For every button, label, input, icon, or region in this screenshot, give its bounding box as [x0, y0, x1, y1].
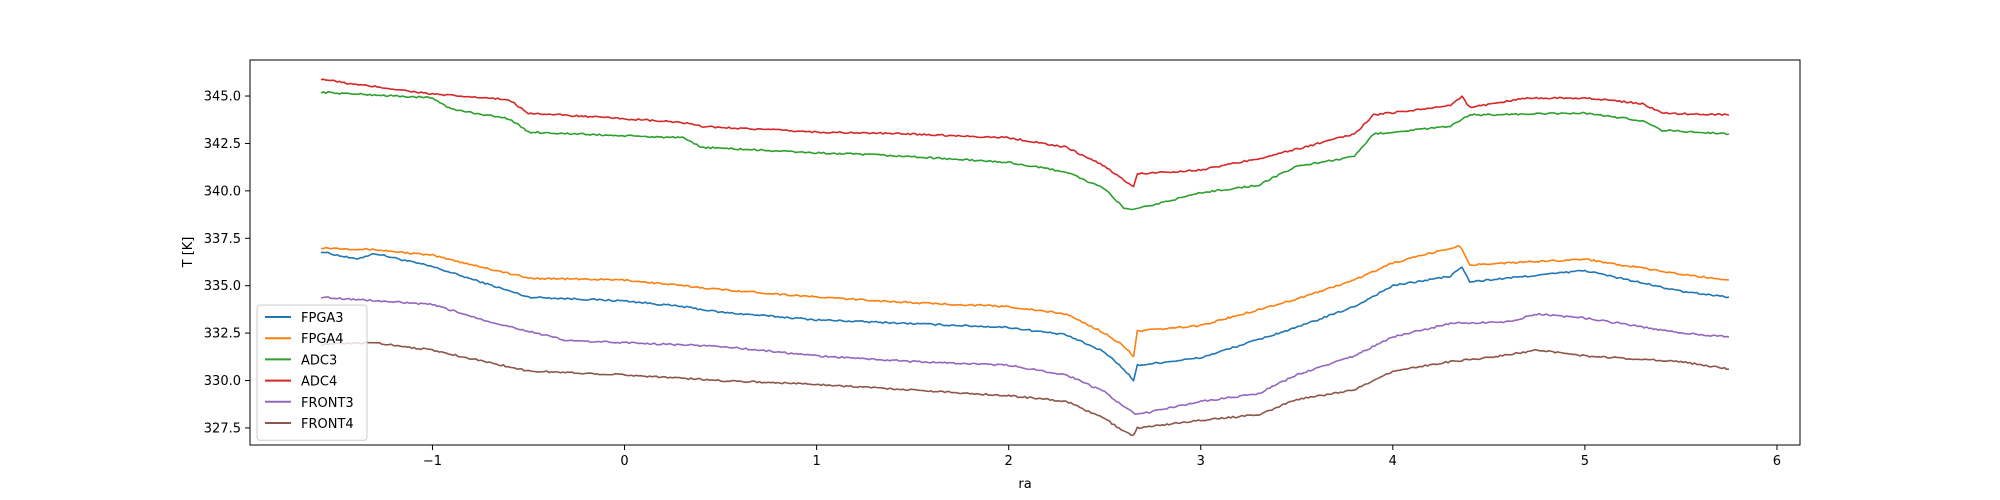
x-tick-label: 5 — [1581, 454, 1589, 469]
x-tick-label: 3 — [1197, 454, 1205, 469]
x-tick-label: 4 — [1389, 454, 1397, 469]
series-line-fpga4 — [321, 244, 1729, 358]
y-tick-label: 335.0 — [204, 279, 241, 294]
x-tick-label: −1 — [423, 454, 442, 469]
x-tick-label: 0 — [620, 454, 628, 469]
x-axis-label: ra — [1018, 477, 1031, 492]
series-line-adc3 — [320, 90, 1730, 211]
x-tick-label: 2 — [1005, 454, 1013, 469]
legend-label-adc4: ADC4 — [301, 375, 337, 390]
legend-label-adc3: ADC3 — [301, 353, 337, 368]
legend-label-fpga3: FPGA3 — [301, 311, 344, 326]
series-line-front4 — [320, 341, 1729, 437]
x-tick-label: 1 — [812, 454, 820, 469]
y-tick-label: 342.5 — [204, 137, 241, 152]
series-layer — [320, 78, 1730, 437]
y-tick-label: 332.5 — [204, 327, 241, 342]
legend-label-front3: FRONT3 — [301, 396, 354, 411]
y-tick-label: 340.0 — [204, 184, 241, 199]
legend-label-front4: FRONT4 — [301, 417, 354, 432]
x-tick-label: 6 — [1773, 454, 1781, 469]
series-line-adc4 — [320, 78, 1730, 188]
plot-frame — [249, 59, 1801, 446]
legend-label-fpga4: FPGA4 — [301, 332, 344, 347]
y-tick-label: 345.0 — [204, 90, 241, 105]
legend: FPGA3 FPGA4 ADC3 ADC4 FRONT3 FRONT4 — [256, 304, 368, 441]
series-line-front3 — [320, 296, 1730, 415]
series-line-fpga3 — [321, 251, 1730, 382]
y-tick-label: 330.0 — [204, 374, 241, 389]
y-tick-label: 337.5 — [204, 232, 241, 247]
y-tick-label: 327.5 — [204, 421, 241, 436]
plot-background — [250, 60, 1800, 445]
x-axis: −1 0 1 2 3 4 5 6 — [423, 445, 1781, 469]
y-axis: 327.5 330.0 332.5 335.0 337.5 340.0 342.5 345.0 — [204, 90, 250, 436]
y-axis-label: T [K] — [181, 237, 196, 269]
